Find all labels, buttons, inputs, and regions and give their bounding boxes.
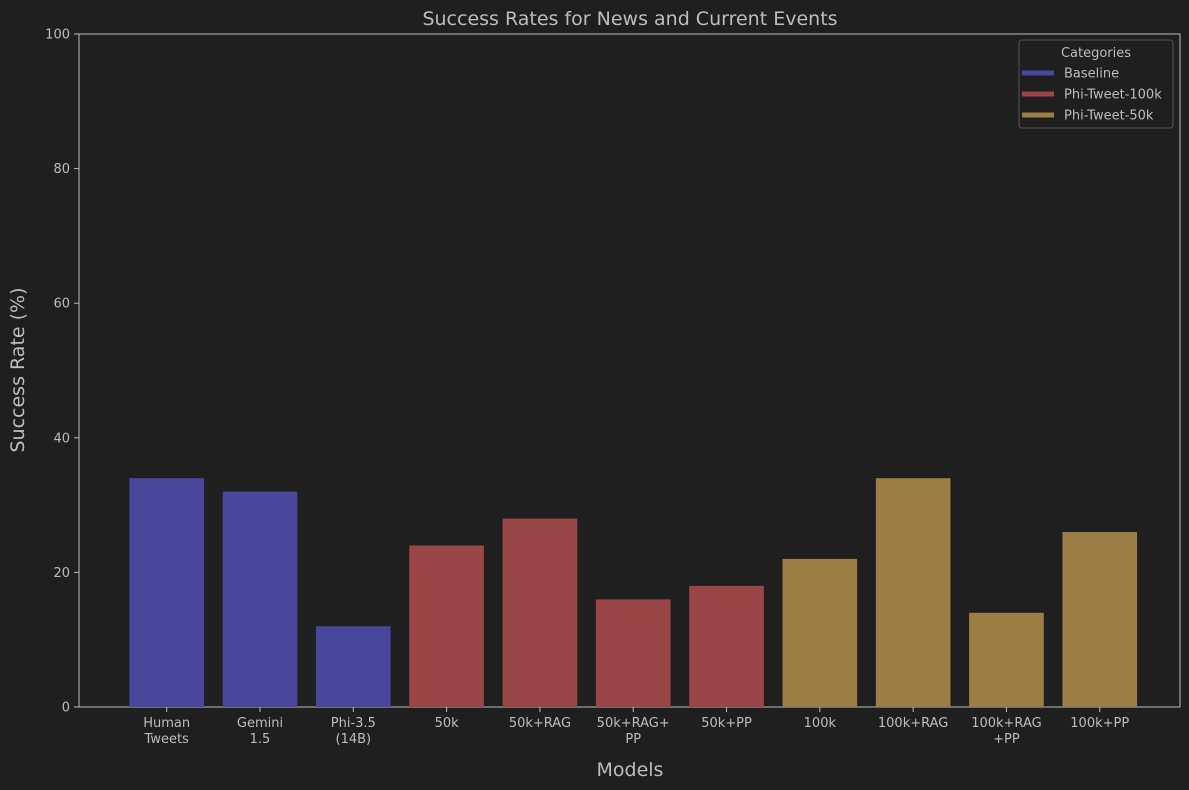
x-tick-label-line: Phi-3.5 [331, 716, 376, 731]
x-tick-label: Human Tweets [143, 716, 190, 747]
bar [595, 599, 671, 707]
x-tick-label-line: 1.5 [250, 732, 271, 747]
bar [222, 491, 298, 707]
x-tick-label: 100k+RAG [878, 716, 948, 731]
bar [409, 545, 484, 707]
x-tick-label: 50k [435, 716, 460, 731]
x-tick-label-line: Tweets [144, 732, 190, 747]
x-tick-label: Phi-3.5 (14B) [331, 716, 376, 747]
y-tick-label: 20 [53, 566, 70, 581]
x-tick-label-line: (14B) [336, 732, 372, 747]
x-tick-label: 50k+PP [701, 716, 752, 731]
x-tick-label-line: 100k [804, 716, 837, 731]
x-tick-label: 100k+RAG +PP [971, 716, 1041, 747]
x-tick-label-line: 100k+PP [1070, 716, 1129, 731]
bar [315, 626, 391, 707]
legend-label: Phi-Tweet-100k [1064, 88, 1162, 103]
y-axis-title: Success Rate (%) [7, 287, 29, 452]
bar [689, 585, 764, 707]
bar [1062, 532, 1138, 707]
chart-title: Success Rates for News and Current Event… [422, 8, 837, 30]
x-tick-label-line: 100k+RAG [878, 716, 948, 731]
legend-box [1018, 39, 1174, 129]
legend-label: Phi-Tweet-50k [1064, 109, 1154, 124]
y-tick-label: 100 [45, 28, 70, 43]
x-tick-label-line: Gemini [237, 716, 283, 731]
x-tick-label-line: +PP [993, 732, 1020, 747]
bar [129, 478, 205, 707]
legend-label: Baseline [1064, 67, 1119, 82]
bar [969, 612, 1044, 707]
x-tick-label-line: 50k [435, 716, 460, 731]
y-tick-label: 40 [53, 431, 70, 446]
y-tick-label: 80 [53, 162, 70, 177]
x-tick-label: 100k+PP [1070, 716, 1129, 731]
bar [782, 558, 858, 707]
x-tick-label-line: PP [625, 732, 641, 747]
x-axis-title: Models [597, 759, 664, 781]
x-tick-label-line: 50k+PP [701, 716, 752, 731]
y-tick-label: 0 [62, 701, 70, 716]
plot-area: 0 20 40 60 80 100 Human Tweets Gemini 1.5 Phi-3.5(… [45, 28, 1181, 747]
x-tick-label-line: 50k+RAG [509, 716, 571, 731]
legend-swatch [1022, 91, 1054, 97]
legend-swatch [1022, 70, 1054, 76]
legend-title: Categories [1061, 46, 1131, 61]
x-tick-label: Gemini 1.5 [237, 716, 283, 747]
x-tick-label-line: Human [143, 716, 190, 731]
legend-swatch [1022, 112, 1054, 118]
x-tick-label-line: 50k+RAG+ [597, 716, 670, 731]
x-tick-label: 50k+RAG+ PP [597, 716, 670, 747]
x-tick-label-line: 100k+RAG [971, 716, 1041, 731]
legend: Categories Baseline Phi-Tweet-100k Phi-Twee… [1018, 39, 1174, 129]
x-tick-label: 100k [804, 716, 837, 731]
bar [875, 478, 951, 707]
bar [502, 518, 578, 707]
y-tick-label: 60 [53, 297, 70, 312]
x-tick-label: 50k+RAG [509, 716, 571, 731]
